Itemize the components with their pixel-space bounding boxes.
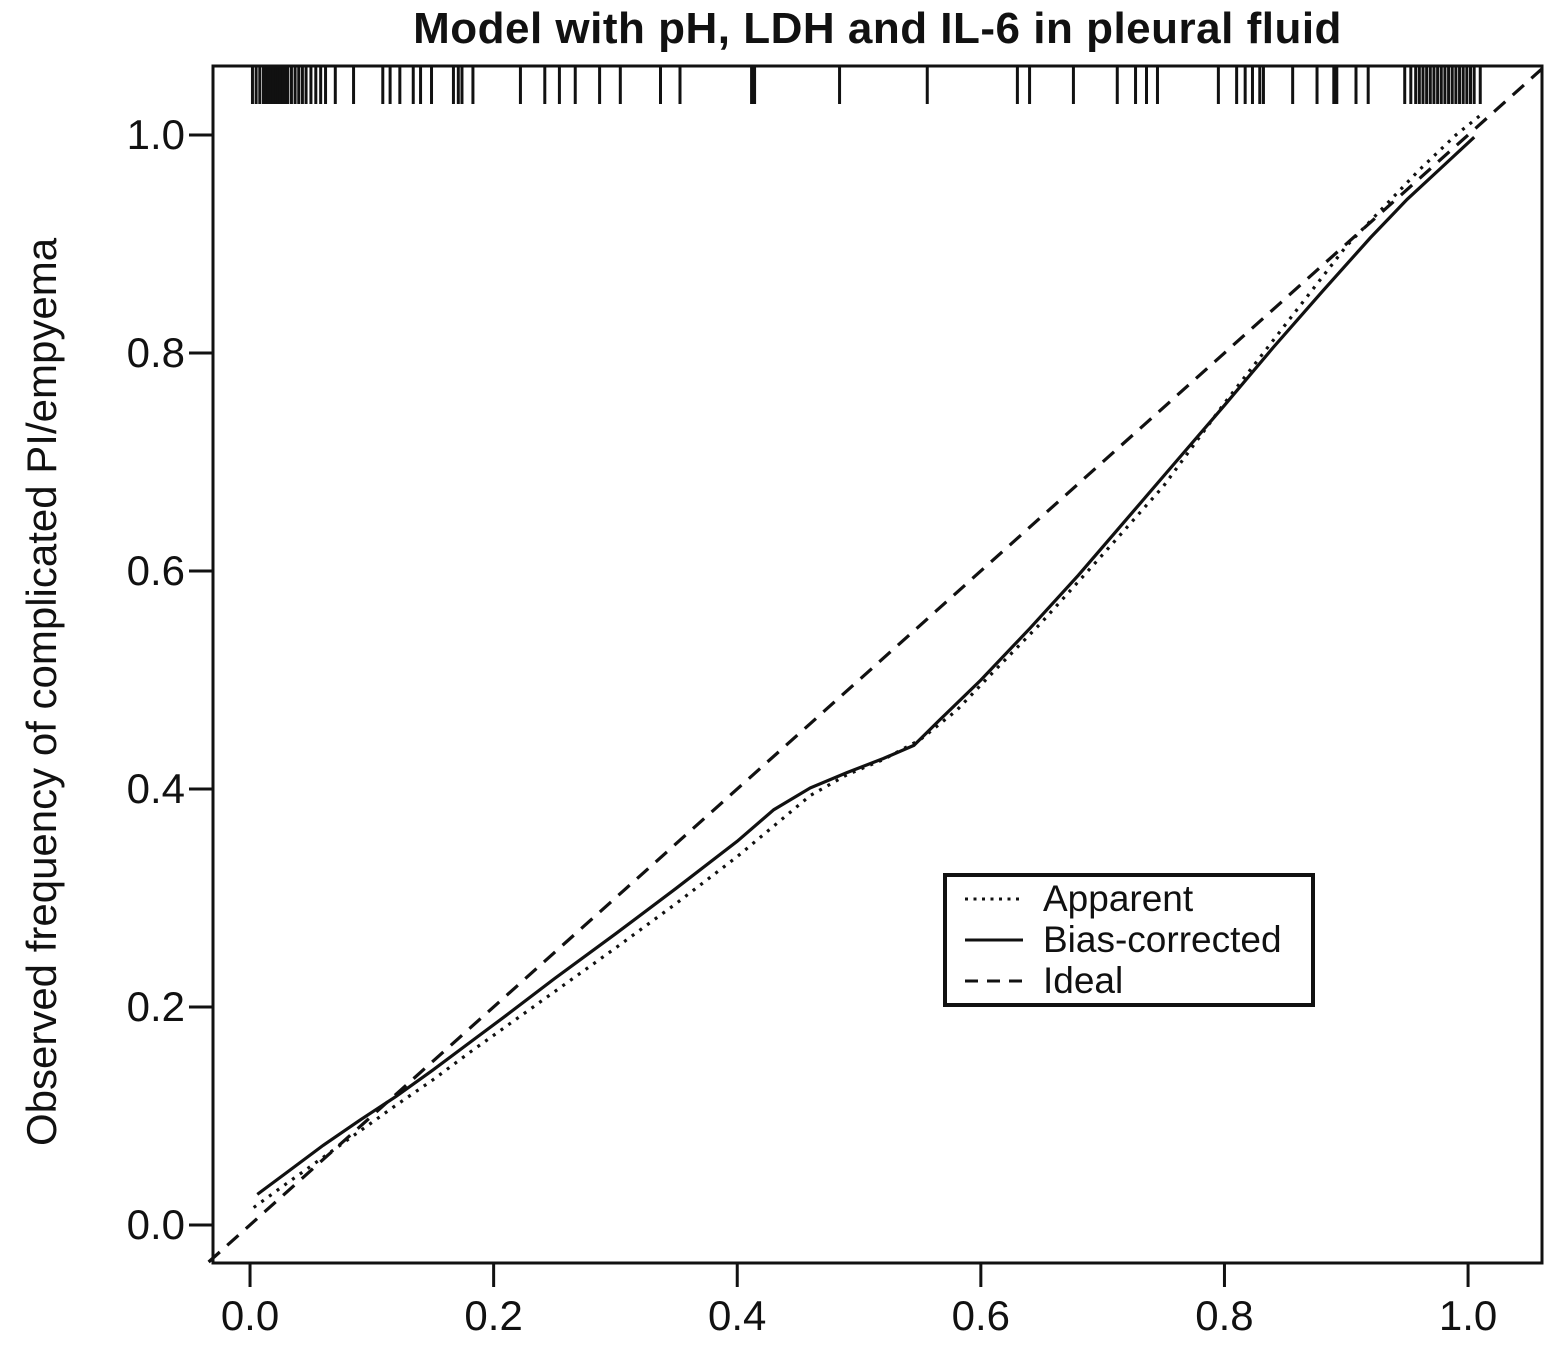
legend-label-ideal: Ideal (1043, 960, 1124, 1001)
series-line-apparent (252, 114, 1482, 1209)
x-tick-label: 1.0 (1438, 1292, 1498, 1339)
ideal-line-sample (965, 979, 1023, 983)
x-tick-label: 0.8 (1195, 1292, 1254, 1339)
legend-box: Apparent Bias-corrected Ideal (943, 873, 1315, 1007)
legend-item-ideal: Ideal (963, 961, 1311, 1001)
legend-item-bias-corrected: Bias-corrected (963, 920, 1311, 960)
y-tick-label: 0.6 (126, 546, 185, 594)
x-tick-label: 0.6 (951, 1292, 1011, 1339)
bias-corrected-line-sample (965, 938, 1023, 942)
y-tick-label: 0.2 (126, 982, 185, 1030)
x-tick-label: 0.2 (464, 1292, 523, 1339)
series-line-ideal (207, 66, 1545, 1264)
legend-item-apparent: Apparent (963, 879, 1311, 919)
x-tick-label: 0.0 (220, 1292, 280, 1339)
y-tick-label: 0.4 (126, 764, 185, 812)
y-tick-label: 0.8 (126, 328, 185, 376)
legend-label-apparent: Apparent (1043, 878, 1194, 919)
y-tick-label: 1.0 (126, 110, 185, 158)
apparent-line-sample (965, 897, 1023, 901)
y-tick-label: 0.0 (126, 1200, 185, 1248)
plot-border (211, 64, 1544, 1265)
x-tick-label: 0.4 (708, 1292, 767, 1339)
chart-title: Model with pH, LDH and IL-6 in pleural f… (413, 4, 1342, 53)
legend-label-bias-corrected: Bias-corrected (1043, 919, 1282, 960)
series-line-bias-corrected (256, 136, 1476, 1196)
